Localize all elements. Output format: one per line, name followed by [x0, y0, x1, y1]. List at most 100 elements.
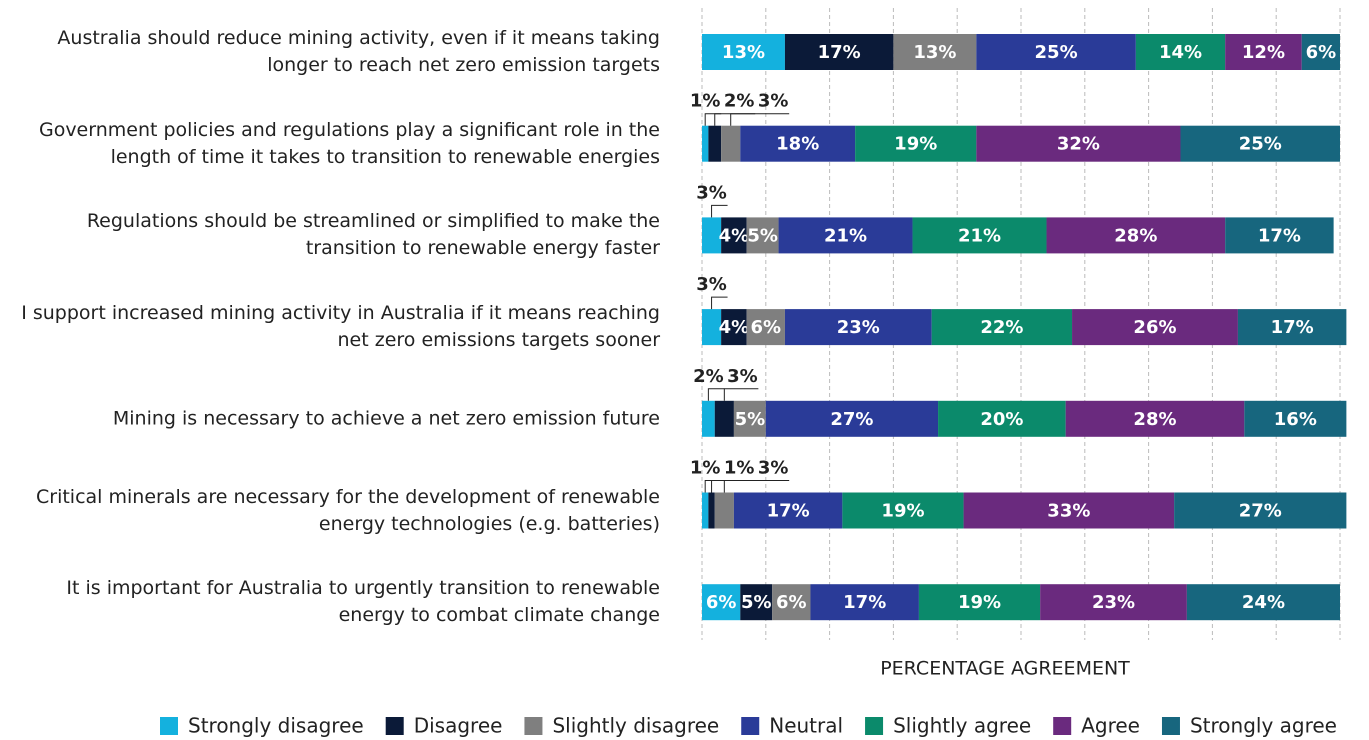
leader-line: [711, 296, 728, 310]
data-label: 16%: [1274, 409, 1317, 430]
bar-segment: [702, 34, 785, 70]
legend-swatch: [385, 717, 404, 735]
bar-segment: [976, 125, 1181, 162]
bar-segment: [765, 400, 939, 437]
data-label: 6%: [776, 592, 807, 613]
bar-segment: [893, 34, 977, 70]
bar-segment: [714, 400, 734, 437]
bar-segment: [1225, 217, 1334, 254]
category-label: Australia should reduce mining activity,…: [57, 27, 660, 76]
bar-segment: [708, 125, 722, 162]
data-label: 17%: [818, 42, 861, 63]
bar-segment: [918, 584, 1041, 621]
bar-segment: [772, 584, 811, 621]
legend-swatch: [1161, 717, 1180, 735]
data-label: 3%: [727, 366, 758, 387]
bar-segment: [702, 309, 722, 346]
legend-label: Agree: [1081, 714, 1140, 738]
data-label: 19%: [958, 592, 1001, 613]
category-label: Mining is necessary to achieve a net zer…: [112, 407, 660, 430]
bar-segment: [784, 309, 932, 346]
bar-segment: [1186, 584, 1340, 621]
bar-segment: [702, 217, 722, 254]
data-label: 2%: [724, 91, 755, 112]
bar-segment: [778, 217, 913, 254]
bar-segment: [733, 492, 843, 529]
bar-segment: [784, 34, 894, 70]
bar-segment: [1225, 34, 1302, 70]
legend-label: Slightly agree: [893, 714, 1031, 738]
category-label: Regulations should be streamlined or sim…: [86, 210, 660, 260]
data-label: 32%: [1057, 134, 1100, 155]
bar-segment: [714, 492, 734, 529]
data-label: 1%: [690, 91, 721, 112]
data-label: 17%: [1258, 225, 1301, 246]
data-label: 12%: [1242, 42, 1285, 63]
data-label: 3%: [696, 274, 727, 295]
leader-line: [704, 480, 722, 493]
bar-segment: [1301, 34, 1340, 70]
data-label: 27%: [830, 409, 873, 430]
leader-line: [723, 480, 790, 493]
bar-segment: [708, 492, 715, 529]
bar-segment: [1174, 492, 1347, 529]
data-label: 23%: [837, 317, 880, 338]
leader-line: [704, 113, 722, 126]
data-label: 17%: [843, 592, 886, 613]
category-label: Critical minerals are necessary for the …: [36, 485, 660, 535]
bar-segment: [931, 309, 1073, 346]
data-label: 1%: [724, 458, 755, 479]
data-label: 3%: [696, 182, 727, 203]
legend-swatch: [1053, 717, 1072, 735]
data-label: 28%: [1133, 409, 1176, 430]
legend-swatch: [524, 717, 543, 735]
data-label: 27%: [1239, 501, 1282, 522]
data-label: 19%: [881, 501, 924, 522]
data-label: 2%: [693, 366, 724, 387]
x-axis-title: PERCENTAGE AGREEMENT: [880, 658, 1130, 680]
bar-segment: [740, 584, 773, 621]
data-label: 6%: [751, 317, 782, 338]
bar-segment: [721, 217, 747, 254]
data-label: 28%: [1114, 225, 1157, 246]
bar-segment: [702, 584, 741, 621]
data-label: 17%: [1271, 317, 1314, 338]
legend-label: Strongly disagree: [188, 714, 364, 738]
data-label: 6%: [1306, 42, 1337, 63]
bar-segment: [702, 492, 709, 529]
data-label: 26%: [1133, 317, 1176, 338]
data-label: 22%: [980, 317, 1023, 338]
data-label: 5%: [735, 409, 766, 430]
bar-segment: [740, 125, 856, 162]
bar-segment: [938, 400, 1066, 437]
data-label: 14%: [1159, 42, 1202, 63]
legend-label: Neutral: [769, 714, 843, 738]
data-label: 25%: [1035, 42, 1078, 63]
data-label: 21%: [958, 225, 1001, 246]
category-label: I support increased mining activity in A…: [21, 302, 660, 352]
bar-segment: [912, 217, 1047, 254]
data-label: 19%: [894, 134, 937, 155]
data-label: 6%: [706, 592, 737, 613]
data-label: 24%: [1242, 592, 1285, 613]
bar-segment: [733, 400, 766, 437]
bar-segment: [963, 492, 1175, 529]
bar-segment: [721, 125, 741, 162]
bar-segment: [1180, 125, 1340, 162]
data-label: 18%: [776, 134, 819, 155]
legend-label: Slightly disagree: [552, 714, 719, 738]
bar-segment: [1244, 400, 1347, 437]
legend-swatch: [865, 717, 884, 735]
leader-line: [711, 204, 728, 218]
leader-line: [707, 388, 725, 401]
data-label: 3%: [758, 91, 789, 112]
bar-segment: [721, 309, 747, 346]
bar-segment: [855, 125, 977, 162]
bar-segment: [702, 125, 709, 162]
legend-swatch: [741, 717, 760, 735]
bar-segment: [1065, 400, 1245, 437]
data-label: 17%: [767, 501, 810, 522]
leader-line: [714, 113, 756, 126]
data-label: 13%: [722, 42, 765, 63]
